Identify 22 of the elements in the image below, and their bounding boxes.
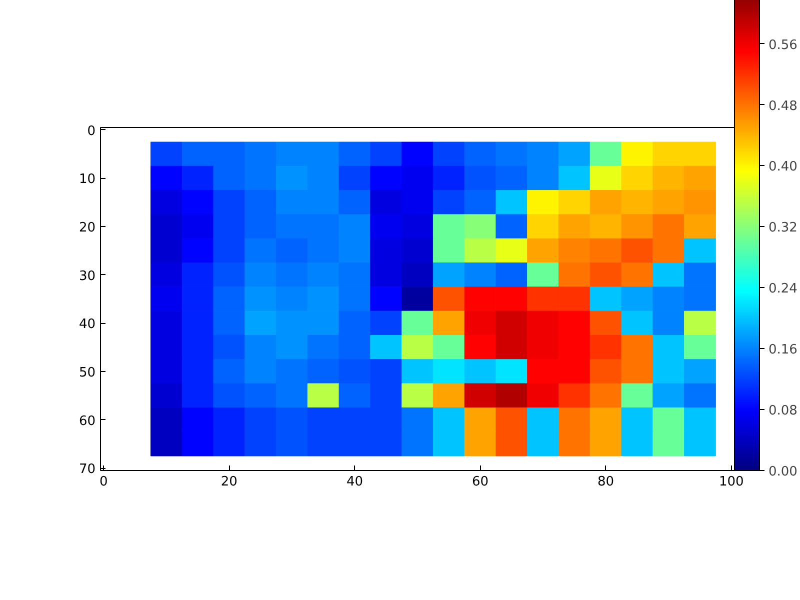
y-tick-label: 70 xyxy=(78,462,96,478)
color-bar-label: 0.48 xyxy=(768,98,798,114)
x-tick-label: 100 xyxy=(718,474,744,490)
color-bar-label: 0.56 xyxy=(768,38,798,53)
y-tick-label: 10 xyxy=(78,172,96,188)
y-tick-label: 20 xyxy=(78,220,96,236)
y-tick-label: 50 xyxy=(78,365,96,380)
x-tick-label: 80 xyxy=(598,474,614,490)
x-tick-label: 20 xyxy=(220,474,238,490)
color-bar-label: 0.32 xyxy=(768,220,798,236)
color-bar-label: 0.16 xyxy=(768,342,798,358)
color-bar-label: 0.24 xyxy=(768,282,798,297)
y-tick-label: 60 xyxy=(78,414,96,429)
x-tick-label: 60 xyxy=(472,474,489,490)
x-tick-label: 0 xyxy=(100,474,108,490)
y-tick-label: 40 xyxy=(78,317,96,332)
color-bar-label: 0.40 xyxy=(768,160,798,175)
y-tick-label: 30 xyxy=(78,268,96,284)
color-bar-label: 0.00 xyxy=(768,464,798,480)
color-bar-label: 0.08 xyxy=(768,404,798,419)
x-tick-label: 40 xyxy=(346,474,364,490)
y-tick-label: 0 xyxy=(87,124,96,139)
